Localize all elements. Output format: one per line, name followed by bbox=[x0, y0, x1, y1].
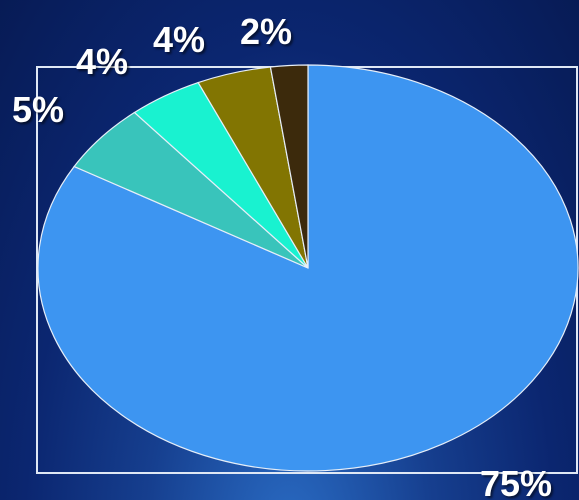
slice-label-3: 4% bbox=[76, 41, 128, 82]
slice-label-4: 4% bbox=[153, 19, 205, 60]
slice-label-2: 5% bbox=[12, 89, 64, 130]
slice-labels: 75% 5% 4% 4% 2% bbox=[12, 11, 552, 500]
slice-label-1: 75% bbox=[480, 463, 552, 500]
pie-slice-5 bbox=[269, 64, 309, 269]
slice-label-5: 2% bbox=[240, 11, 292, 52]
pie-slices bbox=[37, 64, 579, 472]
